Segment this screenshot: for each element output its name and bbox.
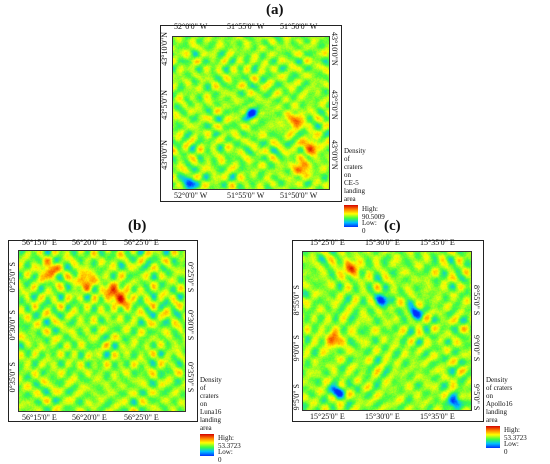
legend-a: Density of craters on CE-5 landing area … — [344, 147, 385, 235]
top-tick-b-3: 56°25'0" E — [124, 238, 159, 247]
legend-c-color-ramp — [486, 426, 500, 449]
legend-a-title-1: Density of craters on — [344, 147, 366, 180]
left-tick-b-2: 0°30'0" S — [8, 310, 17, 341]
right-tick-b-3: 0°35'0" S — [186, 362, 195, 393]
right-tick-c-1: 8°55'0" S — [472, 285, 481, 316]
left-tick-a-2: 43°5'0"N — [160, 90, 169, 120]
top-tick-a-2: 51°55'0" W — [227, 22, 265, 31]
legend-b-low: Low: 0 — [218, 448, 233, 464]
legend-b-title-2: Luna16 landing area — [200, 408, 222, 433]
legend-c-title-2: Apollo16 landing area — [486, 400, 513, 425]
left-tick-b-1: 0°25'0" S — [8, 262, 17, 293]
legend-c: Density of craters on Apollo16 landing a… — [486, 376, 527, 456]
top-tick-b-1: 56°15'0" E — [22, 238, 57, 247]
right-tick-b-2: 0°30'0" S — [186, 310, 195, 341]
legend-b-color-ramp — [200, 434, 214, 457]
bottom-tick-c-2: 15°30'0" E — [365, 412, 400, 421]
right-tick-c-2: 9°0'0" S — [472, 335, 481, 362]
bottom-tick-b-1: 56°15'0" E — [22, 413, 57, 422]
right-tick-a-2: 43°5'0"N — [330, 90, 339, 120]
left-tick-c-1: 8°55'0" S — [292, 285, 301, 316]
bottom-tick-c-1: 15°25'0" E — [310, 412, 345, 421]
legend-a-title-2: CE-5 landing area — [344, 179, 365, 204]
legend-a-low: Low: 0 — [362, 219, 377, 236]
legend-a-high: High: 90.5009 — [362, 205, 385, 222]
left-tick-c-2: 9°0'0" S — [292, 335, 301, 362]
left-tick-a-1: 43°10'0"N — [160, 32, 169, 66]
top-tick-c-2: 15°30'0" E — [365, 238, 400, 247]
right-tick-b-1: 0°25'0" S — [186, 262, 195, 293]
legend-b-title-1: Density of craters on — [200, 376, 222, 409]
bottom-tick-a-3: 51°50'0" W — [280, 191, 318, 200]
legend-c-low: Low: 0 — [504, 440, 519, 457]
left-tick-a-3: 43°0'0"N — [160, 140, 169, 170]
panel-a-label: (a) — [266, 2, 284, 18]
crater-density-map-c — [302, 251, 472, 411]
top-tick-b-2: 56°20'0" E — [72, 238, 107, 247]
panel-b-label: (b) — [128, 218, 147, 234]
crater-density-map-a — [172, 36, 330, 190]
top-tick-a-3: 51°50'0" W — [280, 22, 318, 31]
left-tick-c-3: 9°5'0" S — [292, 384, 301, 411]
right-tick-a-1: 43°10'0"N — [330, 32, 339, 66]
left-tick-b-3: 0°35'0" S — [8, 362, 17, 393]
crater-density-map-b — [18, 250, 186, 412]
top-tick-a-1: 52°0'0" W — [174, 22, 208, 31]
legend-a-color-ramp — [344, 205, 358, 228]
legend-c-title-1: Density of craters on — [486, 376, 513, 401]
legend-b: Density of craters on Luna16 landing are… — [200, 376, 241, 464]
bottom-tick-b-2: 56°20'0" E — [72, 413, 107, 422]
bottom-tick-a-2: 51°55'0" W — [227, 191, 265, 200]
right-tick-c-3: 9°5'0" S — [472, 384, 481, 411]
bottom-tick-a-1: 52°0'0" W — [174, 191, 208, 200]
top-tick-c-3: 15°35'0" E — [420, 238, 455, 247]
right-tick-a-3: 43°0'0"N — [330, 140, 339, 170]
bottom-tick-c-3: 15°35'0" E — [420, 412, 455, 421]
top-tick-c-1: 15°25'0" E — [310, 238, 345, 247]
bottom-tick-b-3: 56°25'0" E — [124, 413, 159, 422]
panel-c-label: (c) — [384, 218, 401, 234]
